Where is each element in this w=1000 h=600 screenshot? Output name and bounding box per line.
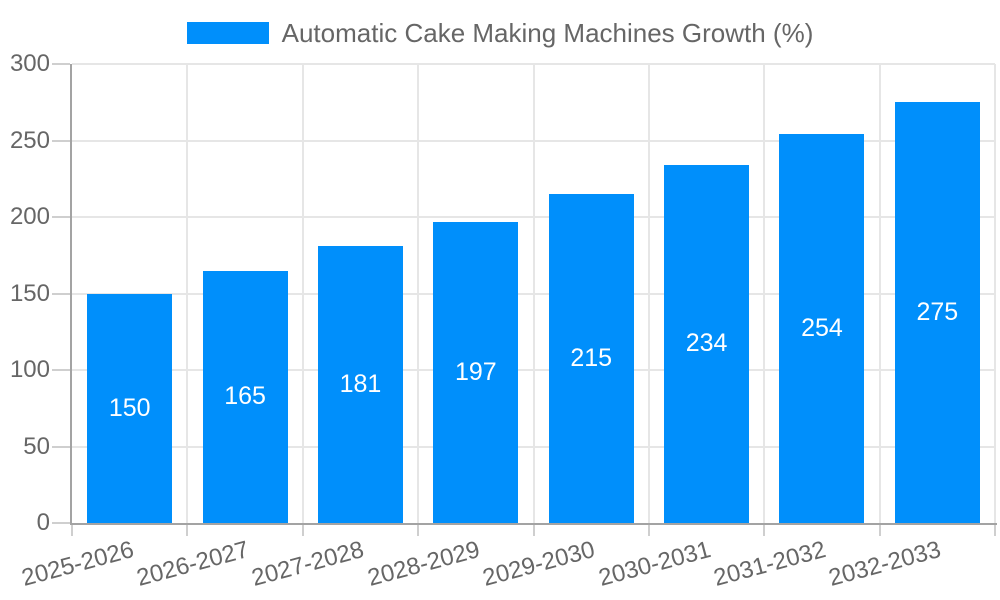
y-axis-tick-label: 300	[9, 50, 50, 77]
gridline-x	[417, 64, 420, 523]
y-axis-tick	[52, 522, 70, 524]
x-axis-tick	[994, 523, 996, 536]
bar-value-label: 234	[685, 329, 728, 358]
bar-value-label: 254	[801, 314, 843, 343]
bar[interactable]: 197	[433, 221, 519, 523]
x-axis-tick	[417, 523, 420, 536]
y-axis-tick	[52, 369, 70, 371]
x-axis-tick	[186, 523, 189, 536]
gridline-x	[878, 64, 881, 523]
x-axis-tick	[647, 523, 650, 536]
gridline-x	[994, 64, 996, 523]
bar[interactable]: 275	[894, 102, 980, 523]
bar[interactable]: 234	[664, 164, 750, 523]
bar-value-label: 150	[108, 393, 151, 422]
y-axis-tick	[52, 445, 70, 448]
bar[interactable]: 181	[317, 246, 403, 523]
chart-legend[interactable]: Automatic Cake Making Machines Growth (%…	[0, 20, 1000, 46]
bar[interactable]: 150	[87, 293, 173, 523]
y-axis-line	[70, 64, 72, 525]
x-axis-line	[70, 523, 997, 525]
bar-value-label: 165	[224, 382, 266, 411]
gridline-x	[301, 64, 304, 523]
x-axis-tick	[71, 523, 73, 536]
legend-swatch[interactable]	[186, 22, 269, 44]
x-axis-tick	[763, 523, 766, 536]
bar-value-label: 181	[339, 370, 382, 399]
x-axis-tick	[301, 523, 304, 536]
y-axis-tick-label: 50	[23, 432, 50, 460]
x-axis-tick	[878, 523, 881, 536]
gridline-x	[532, 64, 535, 523]
y-axis-tick-label: 150	[9, 279, 50, 307]
y-axis-tick-label: 0	[36, 509, 50, 536]
bar-value-label: 275	[916, 298, 959, 327]
y-axis-tick	[52, 216, 70, 218]
x-axis-tick	[532, 523, 535, 536]
gridline-x	[186, 64, 189, 523]
bar[interactable]: 254	[779, 134, 865, 523]
gridline-x	[763, 64, 766, 523]
gridline-x	[647, 64, 650, 523]
bar[interactable]: 215	[548, 194, 634, 523]
y-axis-tick	[52, 139, 70, 142]
y-axis-tick	[52, 292, 70, 295]
y-axis-tick-label: 100	[9, 356, 50, 383]
bar[interactable]: 165	[202, 270, 288, 523]
y-axis-tick	[52, 63, 70, 65]
bar-value-label: 215	[570, 344, 613, 373]
y-axis-tick-label: 200	[9, 203, 50, 230]
bar-value-label: 197	[454, 357, 497, 386]
legend-label: Automatic Cake Making Machines Growth (%…	[281, 18, 814, 48]
y-axis-tick-label: 250	[9, 126, 50, 154]
